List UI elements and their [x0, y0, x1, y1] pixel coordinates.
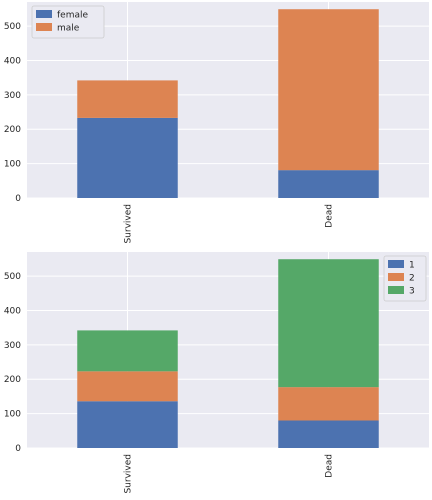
bar-survived-3 — [77, 330, 178, 372]
y-tick-label: 300 — [4, 341, 21, 351]
y-tick-label: 300 — [4, 91, 21, 101]
y-tick-label: 200 — [4, 125, 21, 135]
legend-label: 2 — [409, 274, 415, 284]
x-tick-labels: Survived Dead — [124, 204, 335, 244]
y-tick-label: 0 — [15, 194, 21, 204]
legend-swatch — [36, 10, 52, 18]
bar-dead-1 — [278, 420, 379, 448]
legend: female male — [31, 5, 105, 39]
legend-label: male — [57, 24, 80, 34]
x-tick-label: Dead — [325, 204, 335, 228]
legend-swatch — [36, 23, 52, 31]
y-tick-label: 200 — [4, 375, 21, 385]
bar-dead-male — [278, 9, 379, 171]
y-tick-label: 100 — [4, 410, 21, 420]
y-tick-label: 100 — [4, 160, 21, 170]
legend-swatch — [388, 273, 404, 281]
y-tick-labels: 0 100 200 300 400 500 — [4, 272, 21, 454]
x-tick-labels: Survived Dead — [124, 454, 335, 494]
bar-dead-3 — [278, 259, 379, 388]
y-tick-label: 500 — [4, 272, 21, 282]
bar-dead-2 — [278, 387, 379, 421]
x-tick-label: Dead — [325, 454, 335, 478]
legend: 1 2 3 — [383, 255, 427, 302]
y-tick-labels: 0 100 200 300 400 500 — [4, 22, 21, 204]
legend-swatch — [388, 286, 404, 294]
bar-survived-male — [77, 80, 178, 118]
bar-survived-2 — [77, 371, 178, 402]
x-tick-label: Survived — [124, 454, 134, 494]
legend-label: female — [57, 11, 88, 21]
bar-survived-female — [77, 117, 178, 198]
bar-survived-1 — [77, 401, 178, 448]
legend-label: 3 — [409, 287, 415, 297]
x-tick-label: Survived — [124, 204, 134, 244]
y-tick-label: 400 — [4, 56, 21, 66]
y-tick-label: 500 — [4, 22, 21, 32]
bar-dead-female — [278, 170, 379, 198]
legend-swatch — [388, 260, 404, 268]
top-chart: 0 100 200 300 400 500 Survived Dead female male — [4, 2, 429, 244]
bottom-chart: 0 100 200 300 400 500 Survived Dead 1 2 3 — [4, 252, 429, 494]
legend-label: 1 — [409, 261, 415, 271]
bars — [77, 259, 379, 448]
y-tick-label: 400 — [4, 306, 21, 316]
bars — [77, 9, 379, 198]
y-tick-label: 0 — [15, 444, 21, 454]
